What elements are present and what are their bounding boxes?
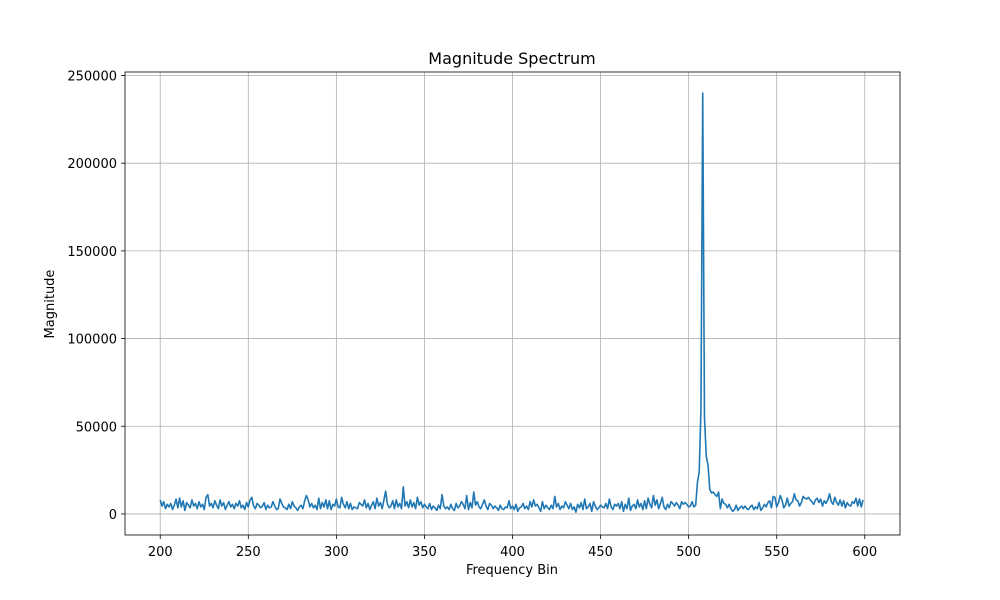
x-axis-label: Frequency Bin (466, 563, 558, 578)
x-tick-label: 350 (412, 545, 437, 560)
x-tick-label: 300 (324, 545, 349, 560)
y-tick-label: 150000 (67, 245, 117, 260)
x-tick-label: 600 (852, 545, 877, 560)
x-axis: 200 250 300 350 400 450 500 550 600 (148, 535, 877, 560)
x-tick-label: 250 (236, 545, 261, 560)
y-axis: 0 50000 100000 150000 200000 250000 (67, 70, 125, 523)
grid (125, 72, 900, 535)
series-group (159, 92, 864, 513)
chart-title: Magnitude Spectrum (428, 49, 595, 68)
x-tick-label: 550 (764, 545, 789, 560)
y-tick-label: 250000 (67, 70, 117, 85)
y-axis-label: Magnitude (43, 270, 58, 339)
x-tick-label: 400 (500, 545, 525, 560)
y-tick-label: 100000 (67, 333, 117, 348)
x-tick-label: 450 (588, 545, 613, 560)
y-tick-label: 200000 (67, 157, 117, 172)
x-tick-label: 500 (676, 545, 701, 560)
series-line (159, 92, 864, 513)
x-tick-label: 200 (148, 545, 173, 560)
y-tick-label: 50000 (76, 420, 117, 435)
y-tick-label: 0 (109, 508, 117, 523)
